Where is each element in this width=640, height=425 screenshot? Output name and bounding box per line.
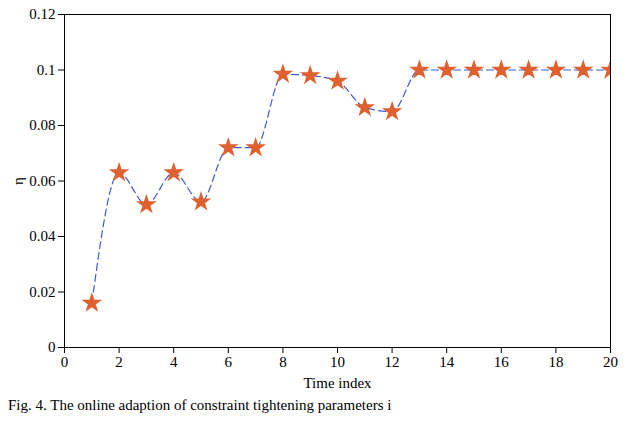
svg-text:12: 12 xyxy=(385,354,400,370)
svg-text:Time index: Time index xyxy=(303,375,372,391)
svg-text:0.02: 0.02 xyxy=(29,284,55,300)
svg-text:0: 0 xyxy=(61,354,69,370)
svg-text:0: 0 xyxy=(48,339,56,355)
svg-text:0.06: 0.06 xyxy=(29,173,56,189)
svg-text:20: 20 xyxy=(603,354,618,370)
svg-text:0.1: 0.1 xyxy=(37,62,56,78)
svg-text:14: 14 xyxy=(439,354,455,370)
svg-text:0.04: 0.04 xyxy=(29,228,56,244)
svg-text:16: 16 xyxy=(494,354,510,370)
svg-text:8: 8 xyxy=(279,354,287,370)
svg-text:η: η xyxy=(10,177,26,185)
svg-text:10: 10 xyxy=(330,354,345,370)
svg-text:0.08: 0.08 xyxy=(29,117,55,133)
svg-text:4: 4 xyxy=(170,354,178,370)
svg-text:6: 6 xyxy=(225,354,233,370)
svg-text:18: 18 xyxy=(548,354,563,370)
svg-text:2: 2 xyxy=(115,354,123,370)
html-text:Fig. 4. The online adaption of: Fig. 4. The online adaption of constrain… xyxy=(8,397,392,413)
svg-text:0.12: 0.12 xyxy=(29,6,55,22)
